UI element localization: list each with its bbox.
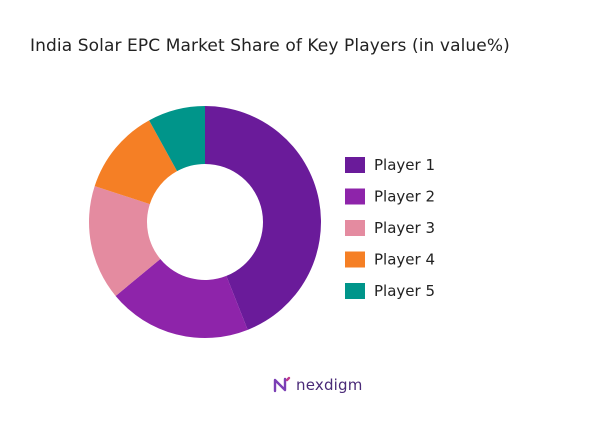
legend-label-player-3: Player 3: [374, 219, 435, 237]
slice-player-3: [89, 186, 161, 296]
legend-swatch-player-3: [345, 220, 365, 236]
brand: nexdigm: [272, 375, 363, 395]
legend-swatch-player-5: [345, 283, 365, 299]
slice-player-2: [115, 258, 248, 339]
slice-player-1: [205, 106, 321, 330]
legend-label-player-1: Player 1: [374, 156, 435, 174]
legend-label-player-2: Player 2: [374, 188, 435, 206]
chart-legend: Player 1 Player 2 Player 3 Player 4 Player 5: [345, 156, 435, 300]
legend-swatch-player-4: [345, 251, 365, 268]
nexdigm-logo-icon: [273, 376, 291, 393]
slice-player-4: [94, 120, 178, 205]
legend-swatch-player-2: [345, 188, 365, 205]
legend-label-player-4: Player 4: [374, 251, 435, 269]
legend-label-player-5: Player 5: [374, 282, 435, 300]
legend-swatch-player-1: [345, 157, 365, 173]
brand-name: nexdigm: [296, 376, 363, 394]
donut-slices: [89, 106, 321, 339]
chart-title: India Solar EPC Market Share of Key Play…: [30, 36, 510, 56]
slice-player-5: [149, 106, 205, 172]
